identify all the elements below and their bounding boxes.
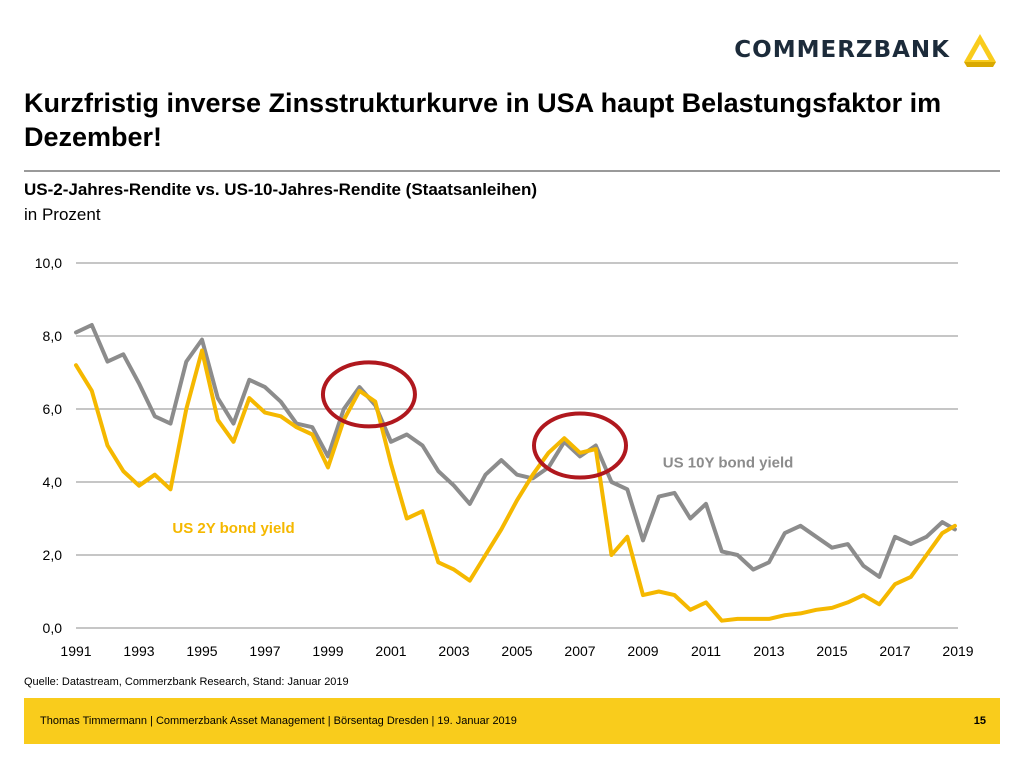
y-tick-label: 0,0: [43, 620, 63, 636]
x-tick-label: 1993: [123, 643, 154, 659]
y-tick-label: 8,0: [43, 328, 63, 344]
yield-chart: 0,0 2,0 4,0 6,0 8,0 10,0 1991 1993 1995 1997 1999 2…: [35, 255, 974, 659]
x-tick-label: 2013: [753, 643, 784, 659]
x-tick-label: 2007: [564, 643, 595, 659]
x-tick-label: 2005: [501, 643, 532, 659]
y-tick-label: 6,0: [43, 401, 63, 417]
x-tick-label: 1999: [312, 643, 343, 659]
footer-text: Thomas Timmermann | Commerzbank Asset Ma…: [40, 715, 517, 727]
page-number: 15: [973, 715, 986, 727]
series-line-us-2y: [74, 348, 957, 623]
chart-subtitle: US-2-Jahres-Rendite vs. US-10-Jahres-Ren…: [24, 180, 537, 199]
y-tick-label: 10,0: [35, 255, 62, 271]
x-tick-label: 1991: [60, 643, 91, 659]
series-line-us-10y: [74, 323, 957, 579]
slide-title: Kurzfristig inverse Zinsstrukturkurve in…: [24, 88, 942, 152]
logo-wordmark: COMMERZBANK: [734, 37, 950, 63]
x-tick-label: 2009: [627, 643, 658, 659]
footer-bar: Thomas Timmermann | Commerzbank Asset Ma…: [24, 698, 1000, 744]
x-tick-label: 1997: [249, 643, 280, 659]
series-label-us-10y: US 10Y bond yield: [663, 454, 794, 471]
chart-unit: in Prozent: [24, 205, 101, 224]
y-tick-label: 2,0: [43, 547, 63, 563]
source-note: Quelle: Datastream, Commerzbank Research…: [24, 676, 349, 688]
title-divider: [24, 170, 1000, 172]
x-tick-label: 2017: [879, 643, 910, 659]
x-tick-label: 2015: [816, 643, 847, 659]
x-tick-label: 2011: [691, 643, 721, 659]
x-tick-label: 2003: [438, 643, 469, 659]
highlight-circle-2: [532, 411, 628, 480]
x-tick-label: 2019: [942, 643, 973, 659]
series-label-us-2y: US 2Y bond yield: [172, 520, 294, 537]
x-tick-label: 1995: [186, 643, 217, 659]
brand-logo: COMMERZBANK: [734, 28, 1000, 72]
commerzbank-ribbon-icon: [964, 34, 996, 67]
highlight-circle-1: [320, 360, 417, 429]
y-tick-label: 4,0: [43, 474, 63, 490]
x-tick-label: 2001: [375, 643, 406, 659]
